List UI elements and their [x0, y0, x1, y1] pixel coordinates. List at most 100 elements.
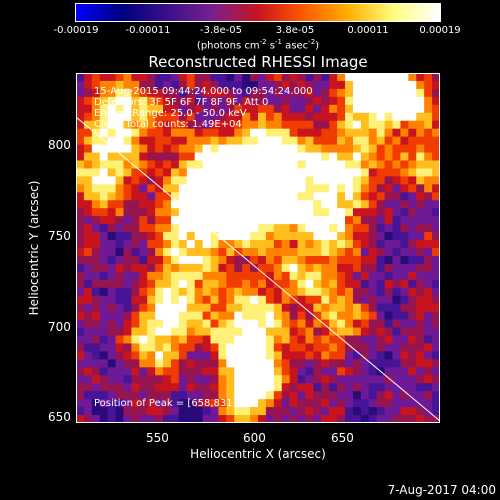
heatmap-cell	[368, 136, 378, 146]
heatmap-cell	[289, 73, 299, 82]
heatmap-cell	[194, 383, 204, 392]
info-energy-range: Energy Range: 25.0 - 50.0 keV	[94, 108, 247, 119]
heatmap-cell	[107, 327, 117, 337]
heatmap-cell	[384, 152, 394, 162]
heatmap-cell	[408, 192, 417, 201]
heatmap-cell	[305, 80, 314, 90]
info-peak-position: Position of Peak = [658,831]	[94, 398, 237, 409]
heatmap-cell	[400, 367, 409, 376]
heatmap-cell	[242, 136, 251, 146]
heatmap-cell	[432, 303, 440, 313]
heatmap-cell	[234, 391, 243, 400]
heatmap-cell	[345, 160, 354, 170]
heatmap-cell	[131, 399, 140, 408]
heatmap-cell	[170, 279, 180, 289]
heatmap-cell	[265, 351, 275, 360]
heatmap-cell	[139, 383, 148, 392]
heatmap-cell	[210, 383, 220, 392]
heatmap-cell	[305, 407, 314, 416]
heatmap-cell	[107, 287, 117, 297]
heatmap-cell	[408, 295, 417, 305]
heatmap-cell	[281, 136, 291, 146]
heatmap-cell	[123, 359, 132, 368]
heatmap-cell	[210, 112, 220, 122]
heatmap-cell	[123, 415, 132, 423]
heatmap-cell	[376, 343, 386, 352]
heatmap-cell	[313, 391, 322, 400]
heatmap-cell	[163, 176, 172, 185]
heatmap-cell	[424, 232, 433, 241]
heatmap-cell	[170, 335, 180, 345]
heatmap-cell	[376, 399, 386, 408]
heatmap-cell	[170, 176, 180, 185]
heatmap-cell	[107, 128, 117, 138]
heatmap-cell	[329, 192, 338, 201]
heatmap-cell	[281, 88, 291, 98]
chart-title: Reconstructed RHESSI Image	[148, 53, 368, 71]
heatmap-cell	[400, 128, 409, 138]
heatmap-cell	[432, 152, 440, 162]
heatmap-cell	[345, 351, 354, 360]
heatmap-cell	[400, 88, 409, 98]
heatmap-cell	[313, 303, 322, 313]
heatmap-cell	[83, 279, 93, 289]
heatmap-cell	[194, 303, 204, 313]
heatmap-cell	[210, 160, 220, 170]
heatmap-cell	[321, 144, 330, 154]
heatmap-cell	[139, 367, 148, 376]
heatmap-cell	[416, 208, 425, 217]
heatmap-cell	[345, 200, 354, 209]
heatmap-cell	[194, 327, 204, 337]
heatmap-cell	[131, 351, 140, 360]
heatmap-cell	[321, 263, 330, 273]
heatmap-cell	[376, 287, 386, 297]
heatmap-cell	[305, 287, 314, 297]
heatmap-cell	[99, 200, 109, 209]
heatmap-cell	[384, 73, 394, 82]
heatmap-cell	[352, 271, 362, 281]
heatmap-cell	[289, 367, 299, 376]
heatmap-cell	[234, 399, 243, 408]
heatmap-cell	[194, 232, 204, 241]
heatmap-cell	[432, 96, 440, 106]
heatmap-cell	[123, 335, 132, 345]
heatmap-cell	[352, 303, 362, 313]
heatmap-cell	[91, 248, 101, 257]
heatmap-cell	[360, 391, 370, 400]
heatmap-cell	[416, 168, 425, 177]
heatmap-cell	[352, 160, 362, 170]
heatmap-cell	[424, 168, 433, 177]
heatmap-cell	[242, 399, 251, 408]
heatmap-cell	[218, 351, 227, 360]
heatmap-cell	[313, 104, 322, 114]
heatmap-cell	[273, 152, 283, 162]
heatmap-cell	[265, 327, 275, 337]
heatmap-cell	[313, 399, 322, 408]
heatmap-cell	[202, 391, 212, 400]
heatmap-cell	[416, 295, 425, 305]
heatmap-cell	[170, 73, 180, 82]
heatmap-cell	[305, 263, 314, 273]
heatmap-cell	[178, 343, 188, 352]
heatmap-cell	[218, 263, 227, 273]
heatmap-cell	[281, 176, 291, 185]
heatmap-cell	[360, 271, 370, 281]
heatmap-cell	[178, 144, 188, 154]
heatmap-cell	[76, 255, 85, 265]
heatmap-cell	[155, 248, 164, 257]
heatmap-cell	[131, 240, 140, 249]
heatmap-cell	[329, 311, 338, 321]
heatmap-cell	[352, 351, 362, 360]
heatmap-cell	[155, 311, 164, 321]
heatmap-cell	[384, 271, 394, 281]
heatmap-cell	[131, 160, 140, 170]
heatmap-cell	[178, 279, 188, 289]
heatmap-cell	[297, 176, 307, 185]
heatmap-cell	[147, 96, 156, 106]
heatmap-cell	[115, 319, 125, 329]
heatmap-cell	[352, 120, 362, 130]
heatmap-cell	[313, 160, 322, 170]
heatmap-cell	[242, 232, 251, 241]
heatmap-cell	[115, 208, 125, 217]
heatmap-cell	[337, 248, 346, 257]
